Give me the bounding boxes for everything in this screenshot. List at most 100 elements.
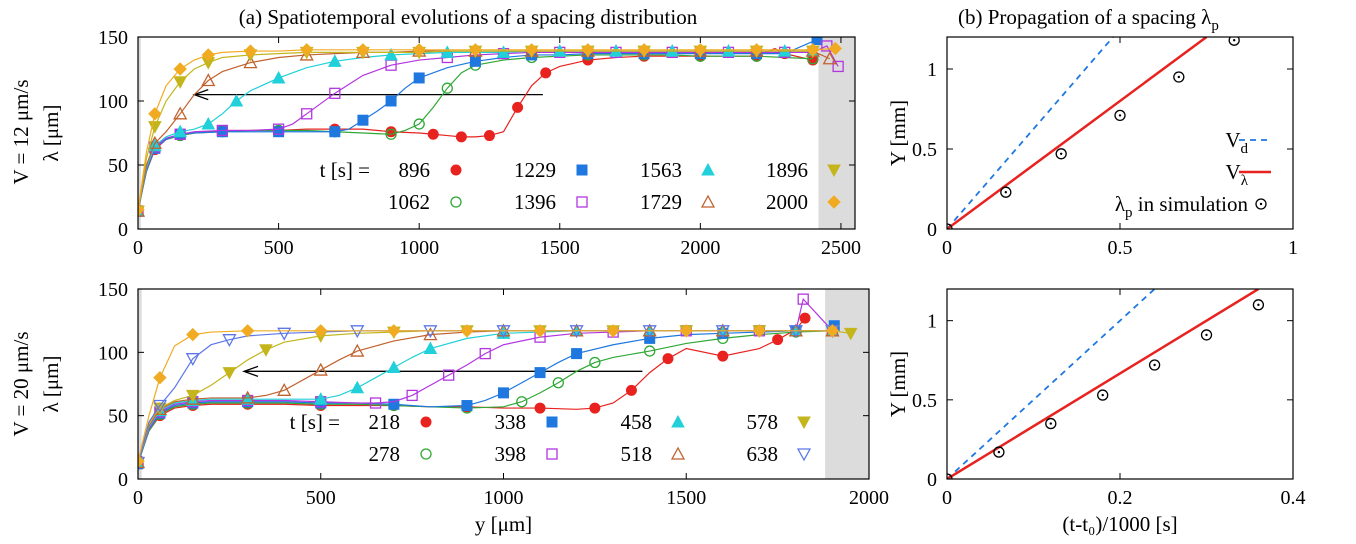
legend-label: 278	[369, 442, 401, 466]
data-point	[384, 47, 398, 61]
data-point-dot	[1232, 39, 1236, 42]
x-tick-label: 2000	[849, 487, 889, 509]
y-axis-label: λ [μm]	[39, 104, 63, 161]
data-point	[1045, 417, 1057, 430]
y-tick-label: 150	[98, 279, 128, 301]
data-point	[357, 114, 369, 126]
data-point	[693, 43, 708, 57]
data-point	[799, 312, 811, 324]
data-point	[201, 73, 216, 87]
data-point	[185, 389, 200, 403]
data-point	[240, 324, 255, 338]
x-tick-label: 0	[133, 487, 143, 509]
data-point	[581, 43, 595, 57]
data-point	[385, 126, 397, 138]
data-point	[350, 380, 365, 394]
data-point	[185, 353, 200, 367]
legend-label: 578	[747, 410, 779, 434]
x-axis-label: (t-t₀)/1000 [s]	[1062, 512, 1177, 536]
data-point	[327, 54, 342, 67]
legend-marker	[576, 164, 588, 176]
data-point	[173, 106, 188, 120]
data-point	[259, 344, 273, 357]
legend-marker	[546, 448, 558, 460]
chart-a-top: 0 500 1000 1500 2000 2500 0 50 100 150 t [s] = 896 1…	[39, 27, 861, 259]
data-point	[413, 72, 425, 84]
plot-frame	[137, 36, 856, 230]
data-point-dot	[1177, 75, 1181, 79]
y-axis-label: λ [μm]	[39, 355, 63, 412]
y-tick-label: 0	[118, 219, 128, 241]
x-axis-label: y [μm]	[475, 512, 532, 536]
data-point	[524, 43, 539, 57]
data-point	[534, 402, 546, 414]
row-label-top: V = 12 μm/s	[9, 80, 33, 185]
data-point	[843, 327, 858, 341]
x-tick-label: 1	[1288, 237, 1298, 259]
x-tick-label: 0	[942, 487, 952, 509]
data-point	[1173, 71, 1185, 83]
data-point	[412, 43, 426, 57]
data-point	[644, 345, 656, 357]
legend-sub: λ	[1241, 173, 1249, 189]
y-axis-label: Y [mm]	[886, 100, 910, 166]
plot-frame	[946, 288, 1294, 480]
y-tick-label: 100	[98, 342, 128, 364]
data-point-dot	[1257, 303, 1260, 307]
x-tick-label: 1000	[484, 487, 524, 509]
y-axis-label: Y [mm]	[886, 351, 910, 417]
data-point-dot	[1101, 393, 1104, 397]
data-point	[625, 384, 637, 396]
data-point	[443, 369, 455, 381]
legend-marker	[797, 416, 811, 430]
series-line	[138, 317, 806, 461]
legend-marker-dot	[1259, 202, 1263, 206]
data-point	[468, 43, 483, 57]
data-point	[440, 45, 455, 58]
panel-b-title: (b) Propagation of a spacing λp	[958, 5, 1219, 34]
x-tick-label: 0.2	[1108, 487, 1133, 509]
data-point	[832, 60, 844, 73]
data-point	[825, 324, 840, 338]
data-point	[461, 400, 473, 412]
panel-b-title-text: (b) Propagation of a spacing λ	[958, 5, 1212, 29]
series-line	[947, 37, 1114, 229]
series-line	[138, 47, 836, 210]
legend-label: 1229	[514, 158, 556, 182]
x-tick-label: 0.4	[1281, 487, 1306, 509]
data-point	[313, 362, 328, 376]
legend-marker	[701, 162, 715, 176]
y-tick-label: 150	[98, 27, 128, 49]
legend-label: λp in simulation	[1115, 192, 1249, 221]
legend-sub: d	[1241, 141, 1249, 157]
legend-label: 398	[495, 442, 527, 466]
series-layer	[947, 37, 1240, 229]
data-point	[606, 324, 620, 338]
legend-marker	[700, 194, 716, 208]
x-tick-label: 0	[942, 237, 952, 259]
data-point	[455, 131, 467, 143]
data-point	[637, 43, 651, 57]
legend-marker	[670, 446, 686, 460]
data-point	[301, 108, 313, 120]
data-point	[271, 70, 286, 84]
data-point	[356, 43, 370, 57]
y-tick-label: 0.5	[912, 390, 937, 412]
data-point	[496, 45, 511, 58]
series-layer	[138, 37, 844, 219]
x-tick-label: 500	[264, 237, 294, 259]
data-point	[369, 397, 382, 409]
data-point	[423, 341, 438, 355]
data-point	[153, 370, 167, 385]
data-point-dot	[1153, 363, 1156, 367]
data-point	[387, 324, 401, 338]
propagation-arrow-head	[242, 365, 259, 377]
legend-main: V	[1225, 128, 1240, 152]
y-tick-label: 1	[927, 59, 937, 81]
legend-title: t [s] =	[290, 410, 340, 434]
data-point	[148, 107, 162, 121]
legend-label: 338	[495, 410, 527, 434]
boundary-shade	[138, 37, 141, 229]
data-point	[314, 324, 328, 338]
